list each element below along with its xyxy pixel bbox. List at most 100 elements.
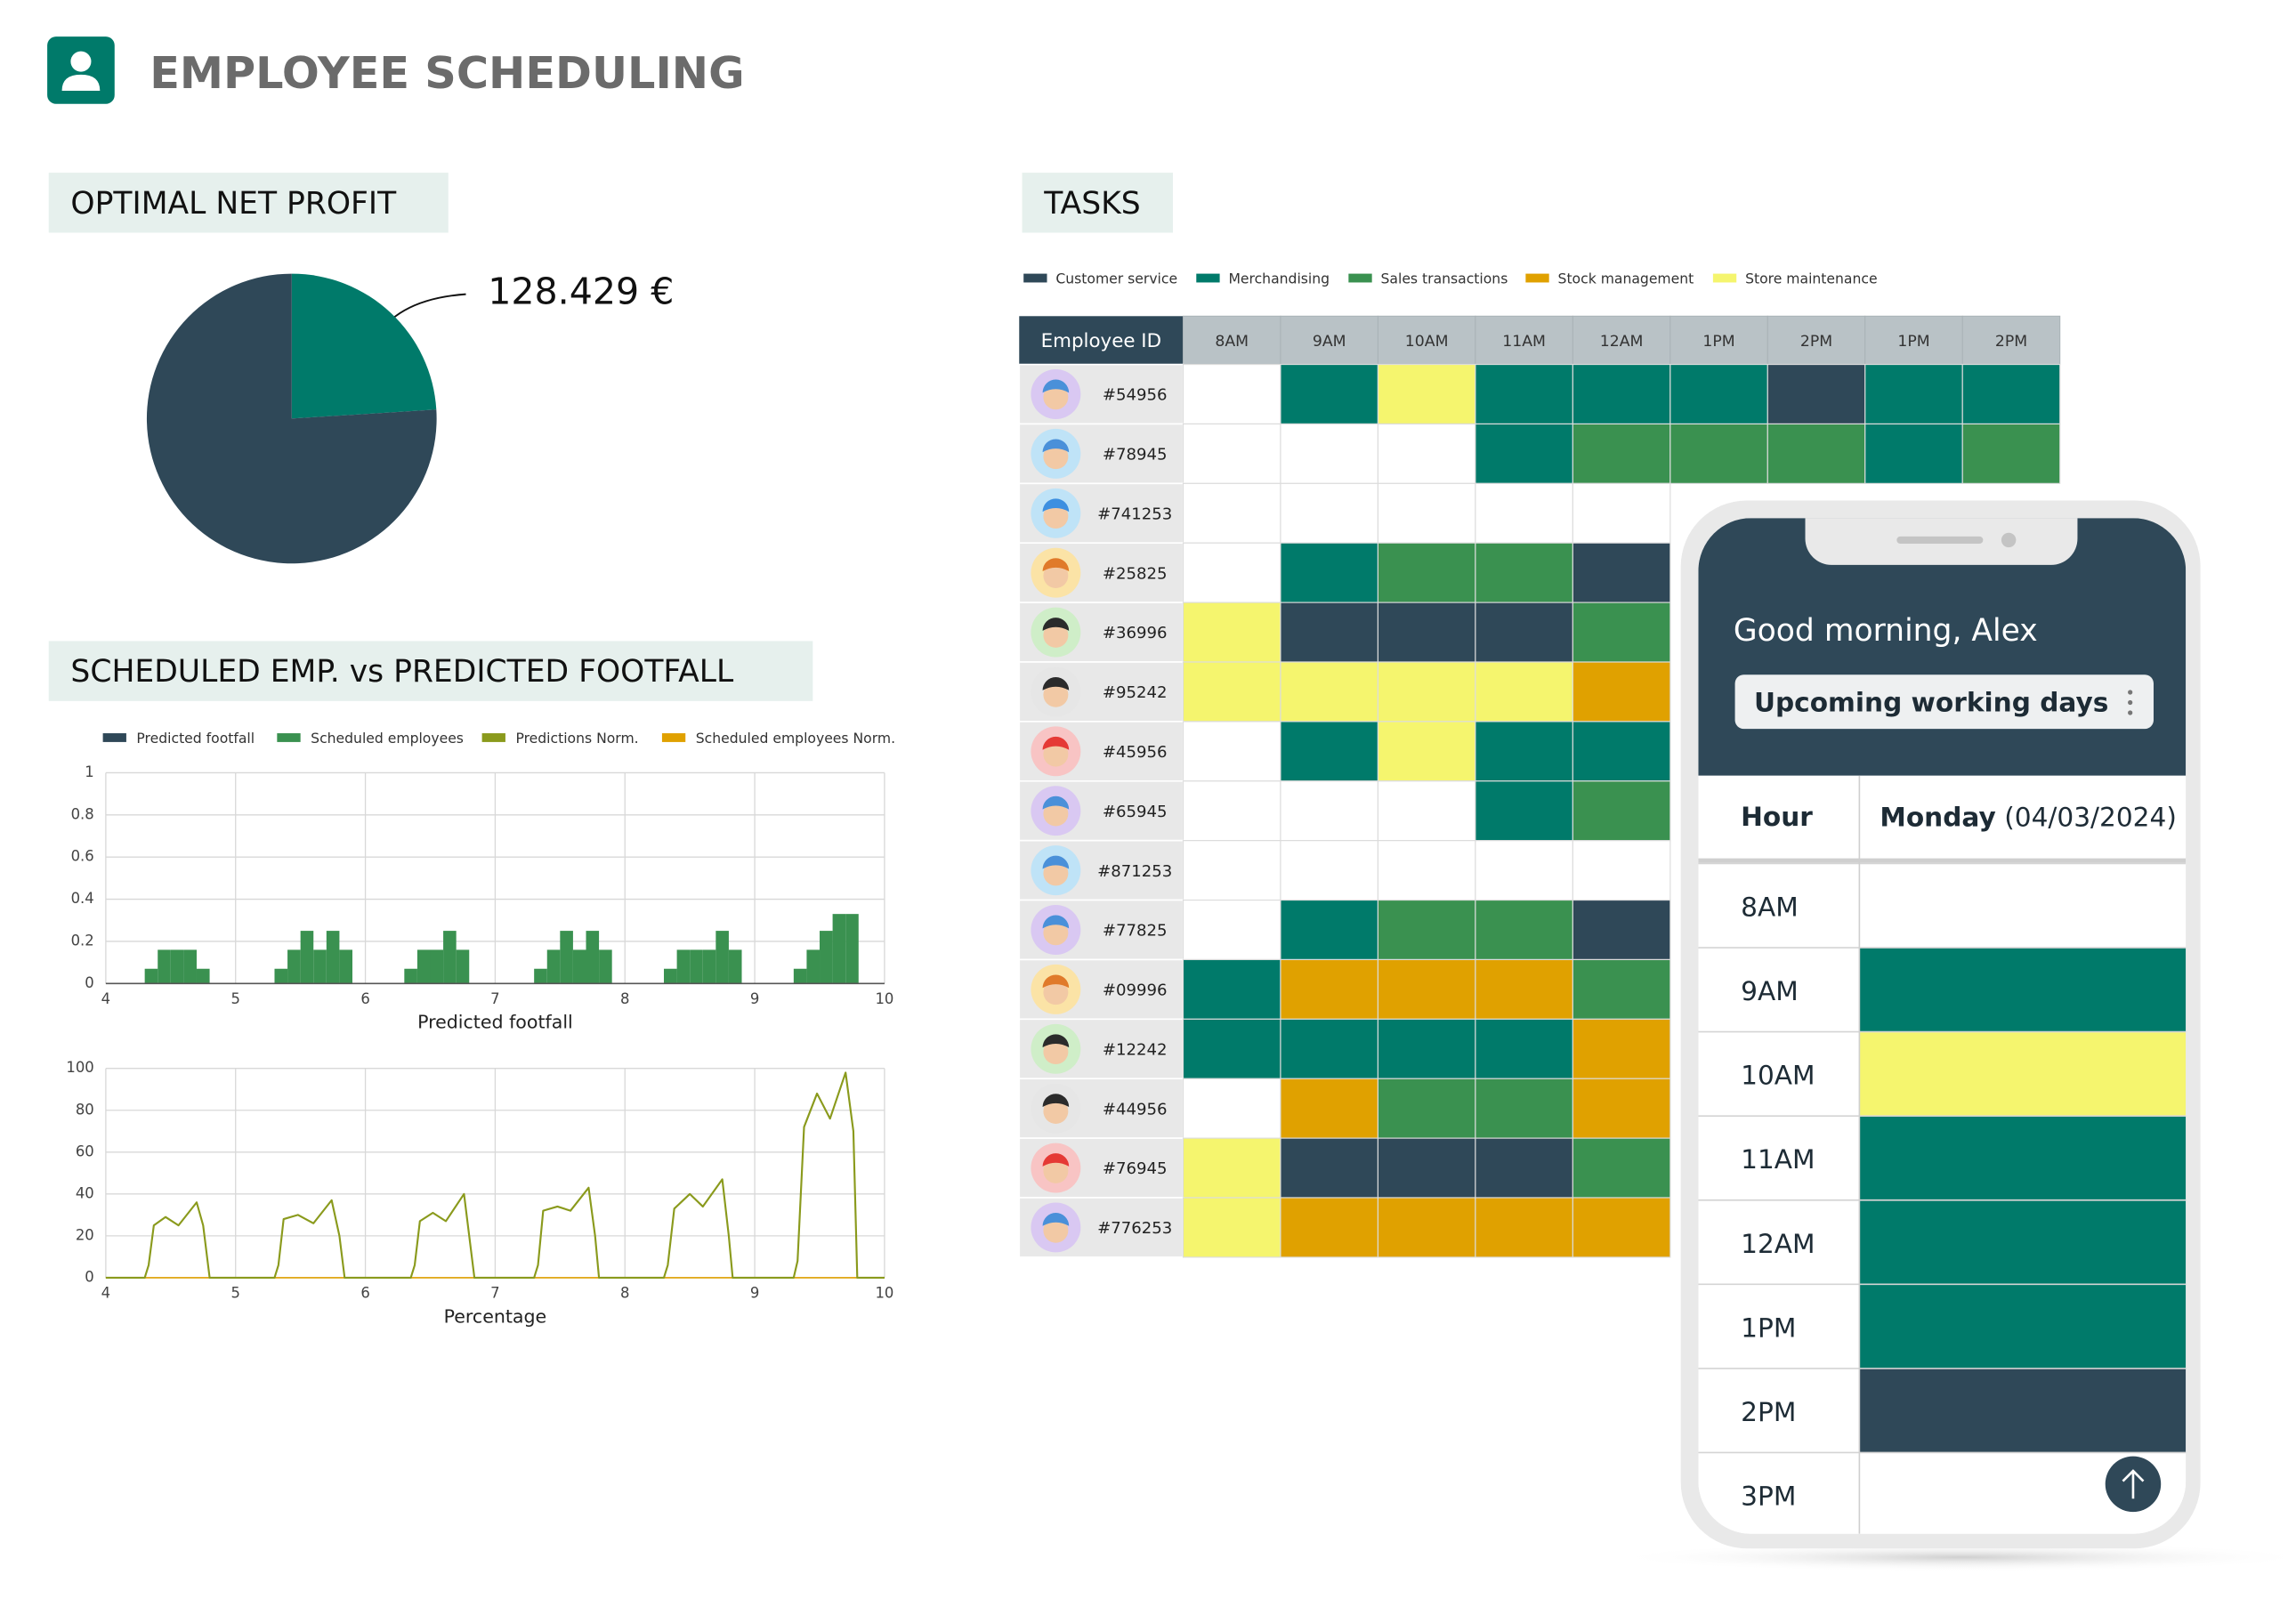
employee-id: #45956 <box>1103 743 1168 762</box>
task-cell <box>1572 1078 1671 1139</box>
menu-dot <box>2128 699 2133 706</box>
hour-header: 8AM <box>1215 333 1249 351</box>
legend-swatch <box>1525 273 1549 283</box>
avatar-hair <box>1042 736 1070 750</box>
task-cell <box>1475 780 1573 842</box>
section-bg <box>48 173 449 233</box>
task-cell <box>1280 1078 1378 1139</box>
task-cell <box>1280 780 1378 842</box>
section-title: TASKS <box>1043 186 1141 222</box>
legend-label: Customer service <box>1055 271 1177 287</box>
x-tick-label: 4 <box>101 990 110 1007</box>
section-bg <box>1022 173 1173 233</box>
x-tick-label: 10 <box>875 1285 893 1302</box>
avatar-hair <box>1042 1153 1070 1167</box>
phone-row <box>1698 948 1860 1032</box>
avatar-hair <box>1042 1034 1070 1048</box>
phone-row <box>1698 1452 1860 1534</box>
task-cell <box>1572 840 1671 901</box>
hour-header: 2PM <box>1995 333 2027 351</box>
phone-task-cell <box>1859 1199 2187 1285</box>
legend-swatch <box>481 733 505 742</box>
task-cell <box>1572 482 1671 544</box>
histogram-bar <box>676 949 691 984</box>
histogram-bar <box>456 949 470 984</box>
task-cell <box>1475 1197 1573 1258</box>
histogram-bar <box>820 931 833 984</box>
hour-header-cell <box>1766 315 1866 366</box>
histogram-bar <box>183 949 197 984</box>
task-cell <box>1182 542 1281 603</box>
hour-header-cell <box>1280 315 1378 366</box>
day-date: (04/03/2024) <box>2004 802 2177 832</box>
phone-hour: 10AM <box>1741 1061 1815 1091</box>
hour-header: 1PM <box>1702 333 1734 351</box>
task-cell <box>1280 542 1378 603</box>
x-tick-label: 10 <box>875 990 893 1007</box>
avatar-hair <box>1042 498 1070 513</box>
x-tick-label: 5 <box>231 1285 240 1302</box>
histogram-bar <box>144 968 158 984</box>
task-cell <box>1377 721 1476 782</box>
task-cell <box>1475 840 1573 901</box>
x-axis-label: Percentage <box>444 1305 547 1327</box>
task-cell <box>1182 899 1281 961</box>
histogram-bar <box>404 968 417 984</box>
pie-slice <box>291 273 437 419</box>
task-cell <box>1475 542 1573 603</box>
task-cell <box>1864 363 1963 425</box>
legend-label: Merchandising <box>1228 271 1330 287</box>
histogram-bar <box>339 949 352 984</box>
avatar-face <box>1043 1217 1069 1243</box>
task-cell <box>1572 423 1671 484</box>
section-bg <box>48 641 813 701</box>
task-cell <box>1280 721 1378 782</box>
x-tick-label: 6 <box>360 990 369 1007</box>
x-tick-label: 8 <box>620 1285 629 1302</box>
task-cell <box>1475 1078 1573 1139</box>
avatar-face <box>1043 920 1069 946</box>
phone-rows: 8AM 9AM 10AM 11AM 12AM 1PM 2PM 3PM <box>1698 862 2187 1534</box>
task-cell <box>1475 899 1573 961</box>
employee-id: #78945 <box>1103 446 1168 464</box>
avatar-hair <box>1042 618 1070 631</box>
avatar-hair <box>1042 855 1070 869</box>
legend-label: Scheduled employees <box>311 731 464 747</box>
hour-header: 1PM <box>1897 333 1929 351</box>
employee-id: #76945 <box>1103 1159 1168 1178</box>
task-cell <box>1961 423 2061 484</box>
avatar-hair <box>1042 558 1070 572</box>
task-cell <box>1377 1018 1476 1079</box>
task-cell <box>1475 363 1573 425</box>
task-cell <box>1280 1197 1378 1258</box>
dropdown-button[interactable] <box>1734 674 2154 730</box>
task-cell <box>1475 602 1573 663</box>
task-cell <box>1766 363 1866 425</box>
employee-id: #95242 <box>1103 683 1168 702</box>
task-cell <box>1182 780 1281 842</box>
avatar-hair <box>1042 915 1070 929</box>
y-tick-label: 100 <box>66 1059 93 1076</box>
hour-header: 9AM <box>1313 333 1346 351</box>
task-cell <box>1572 1197 1671 1258</box>
avatar-face <box>1043 860 1069 886</box>
task-cell <box>1377 1137 1476 1199</box>
phone-hour: 2PM <box>1741 1397 1796 1427</box>
histogram-bar <box>196 968 210 984</box>
phone-task-cell <box>1859 863 2187 949</box>
employee-id: #44956 <box>1103 1100 1168 1118</box>
task-cell <box>1572 542 1671 603</box>
task-cell <box>1572 780 1671 842</box>
task-cell <box>1377 661 1476 723</box>
histogram-bar <box>664 968 677 984</box>
task-cell <box>1475 958 1573 1020</box>
hour-header-cell <box>1182 315 1281 366</box>
task-cell <box>1377 899 1476 961</box>
employee-id: #776253 <box>1097 1219 1172 1238</box>
phone-row <box>1698 1116 1860 1200</box>
tasks-table: Customer service Merchandising Sales trans… <box>1018 271 2061 1258</box>
y-tick-label: 0 <box>85 1268 93 1285</box>
legend-swatch <box>1196 273 1220 283</box>
histogram-bar <box>806 949 821 984</box>
hour-header-cell <box>1864 315 1963 366</box>
